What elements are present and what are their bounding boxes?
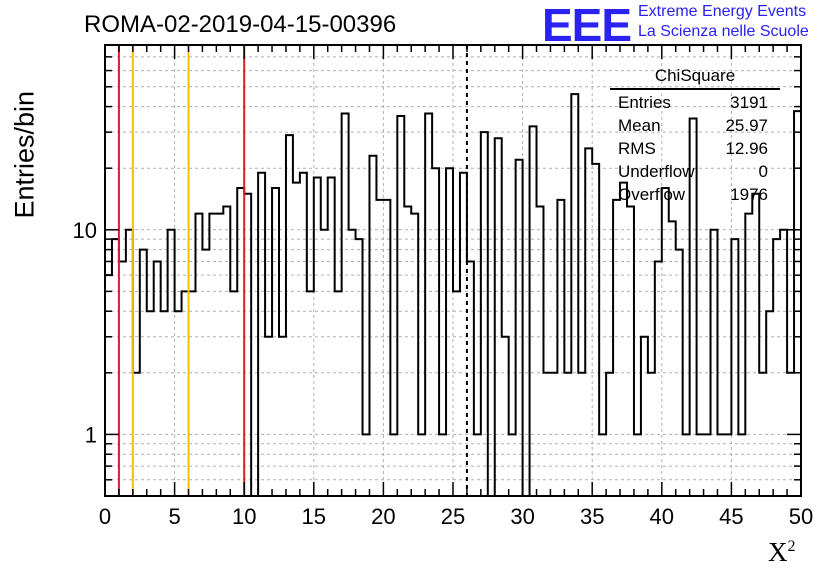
x-tick-label: 25 [441,504,465,529]
histogram-line [105,93,801,497]
x-axis-label: X2 [768,537,796,568]
logo-subtitle-line1: Extreme Energy Events [638,3,807,20]
x-tick-label: 50 [789,504,813,529]
x-tick-label: 35 [580,504,604,529]
stats-value: 25.97 [725,116,768,135]
stats-label: Entries [618,93,671,112]
x-tick-label: 20 [371,504,395,529]
logo-subtitle-line2: La Scienza nelle Scuole [638,23,809,40]
stats-value: 12.96 [725,139,768,158]
eee-logo: EEE [542,0,632,51]
stats-value: 3191 [730,93,768,112]
x-tick-label: 40 [650,504,674,529]
y-axis-label: Entries/bin [9,90,40,219]
stats-label: Mean [618,116,661,135]
x-tick-label: 5 [168,504,180,529]
stats-label: Overflow [618,185,686,204]
stats-box: ChiSquare Entries 3191 Mean 25.97 RMS 12… [610,66,780,206]
stats-title: ChiSquare [610,66,780,90]
x-tick-label: 15 [302,504,326,529]
stats-row-mean: Mean 25.97 [610,114,780,137]
x-axis-label-base: X [768,537,788,567]
stats-label: RMS [618,139,656,158]
x-tick-label: 45 [719,504,743,529]
x-tick-label: 30 [510,504,534,529]
stats-row-rms: RMS 12.96 [610,137,780,160]
stats-value: 1976 [730,185,768,204]
x-tick-label: 10 [232,504,256,529]
stats-row-entries: Entries 3191 [610,91,780,114]
x-axis-label-superscript: 2 [787,538,796,555]
stats-row-underflow: Underflow 0 [610,160,780,183]
x-tick-label: 0 [99,504,111,529]
y-tick-label: 10 [73,218,97,243]
y-tick-label: 1 [85,422,97,447]
stats-value: 0 [758,162,768,181]
run-title: ROMA-02-2019-04-15-00396 [84,11,397,38]
y-axis-label-container: Entries/bin [4,91,44,219]
stats-label: Underflow [618,162,695,181]
stats-row-overflow: Overflow 1976 [610,183,780,206]
